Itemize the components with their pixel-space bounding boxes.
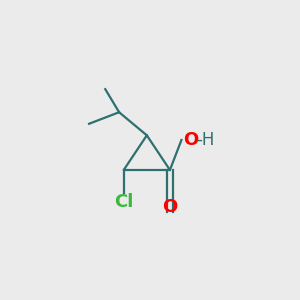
Text: -H: -H: [196, 131, 215, 149]
Text: Cl: Cl: [114, 193, 134, 211]
Text: O: O: [162, 198, 178, 216]
Text: O: O: [183, 131, 198, 149]
